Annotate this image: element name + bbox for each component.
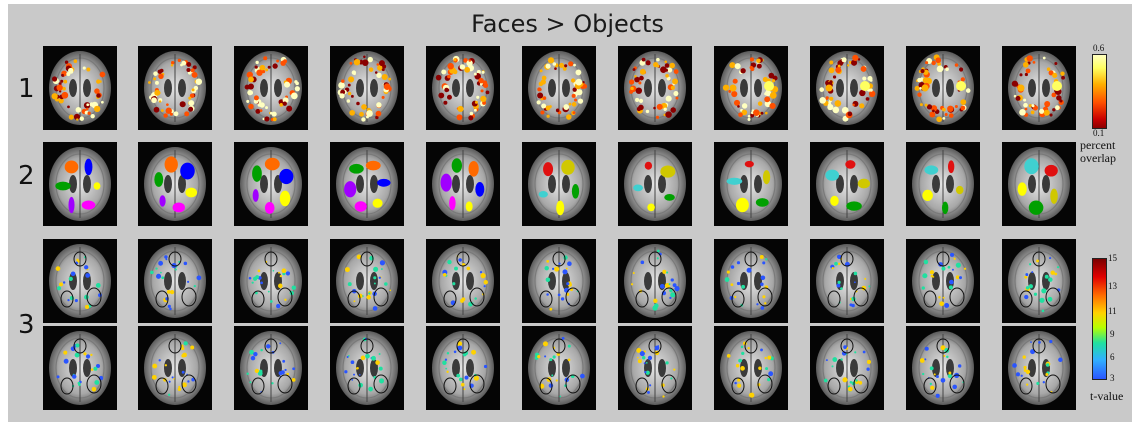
brain-slice bbox=[138, 46, 212, 130]
row-label-3: 3 bbox=[18, 310, 35, 340]
brain-slice bbox=[426, 326, 500, 410]
row-label-1: 1 bbox=[18, 74, 35, 104]
brain-slice bbox=[522, 239, 596, 323]
brain-slice bbox=[1002, 46, 1076, 130]
overlap-colorbar-max: 0.6 bbox=[1093, 43, 1105, 53]
brain-slice bbox=[714, 326, 788, 410]
brain-slice bbox=[1002, 239, 1076, 323]
brain-slice bbox=[618, 46, 692, 130]
overlap-colorbar-min: 0.1 bbox=[1093, 128, 1105, 138]
brain-slice bbox=[810, 46, 884, 130]
brain-slice bbox=[522, 142, 596, 226]
brain-slice bbox=[906, 142, 980, 226]
row-label-2: 2 bbox=[18, 161, 35, 191]
brain-slice bbox=[43, 239, 117, 323]
brain-slice bbox=[138, 326, 212, 410]
brain-slice bbox=[1002, 142, 1076, 226]
tvalue-tick-6: 6 bbox=[1110, 352, 1115, 362]
brain-slice bbox=[618, 326, 692, 410]
figure-title: Faces > Objects bbox=[471, 10, 664, 38]
tvalue-tick-15: 15 bbox=[1108, 253, 1117, 263]
tvalue-colorbar bbox=[1092, 258, 1107, 380]
brain-slice bbox=[1002, 326, 1076, 410]
tvalue-tick-11: 11 bbox=[1108, 306, 1117, 316]
brain-slice bbox=[330, 239, 404, 323]
brain-slice bbox=[714, 46, 788, 130]
brain-slice bbox=[330, 46, 404, 130]
brain-slice bbox=[906, 46, 980, 130]
brain-slice bbox=[522, 46, 596, 130]
brain-slice bbox=[426, 46, 500, 130]
brain-slice bbox=[234, 142, 308, 226]
brain-slice bbox=[138, 239, 212, 323]
tvalue-tick-13: 13 bbox=[1108, 281, 1117, 291]
brain-slice bbox=[522, 326, 596, 410]
brain-slice bbox=[330, 142, 404, 226]
brain-slice bbox=[618, 239, 692, 323]
brain-slice bbox=[234, 46, 308, 130]
brain-slice bbox=[906, 326, 980, 410]
tvalue-colorbar-caption: t-value bbox=[1090, 389, 1124, 403]
brain-slice bbox=[810, 326, 884, 410]
tvalue-tick-9: 9 bbox=[1110, 329, 1115, 339]
overlap-colorbar-caption-1: percent bbox=[1080, 138, 1116, 152]
brain-slice bbox=[426, 239, 500, 323]
brain-slice bbox=[810, 142, 884, 226]
brain-slice bbox=[43, 46, 117, 130]
brain-slice bbox=[138, 142, 212, 226]
brain-slice bbox=[906, 239, 980, 323]
brain-slice bbox=[714, 239, 788, 323]
brain-slice bbox=[714, 142, 788, 226]
overlap-colorbar bbox=[1092, 54, 1107, 129]
brain-slice bbox=[426, 142, 500, 226]
tvalue-tick-3: 3 bbox=[1110, 373, 1115, 383]
overlap-colorbar-caption-2: overlap bbox=[1080, 151, 1116, 165]
brain-slice bbox=[234, 326, 308, 410]
brain-slice bbox=[234, 239, 308, 323]
brain-slice bbox=[43, 142, 117, 226]
brain-slice bbox=[43, 326, 117, 410]
brain-slice bbox=[618, 142, 692, 226]
brain-slice bbox=[810, 239, 884, 323]
brain-slice bbox=[330, 326, 404, 410]
